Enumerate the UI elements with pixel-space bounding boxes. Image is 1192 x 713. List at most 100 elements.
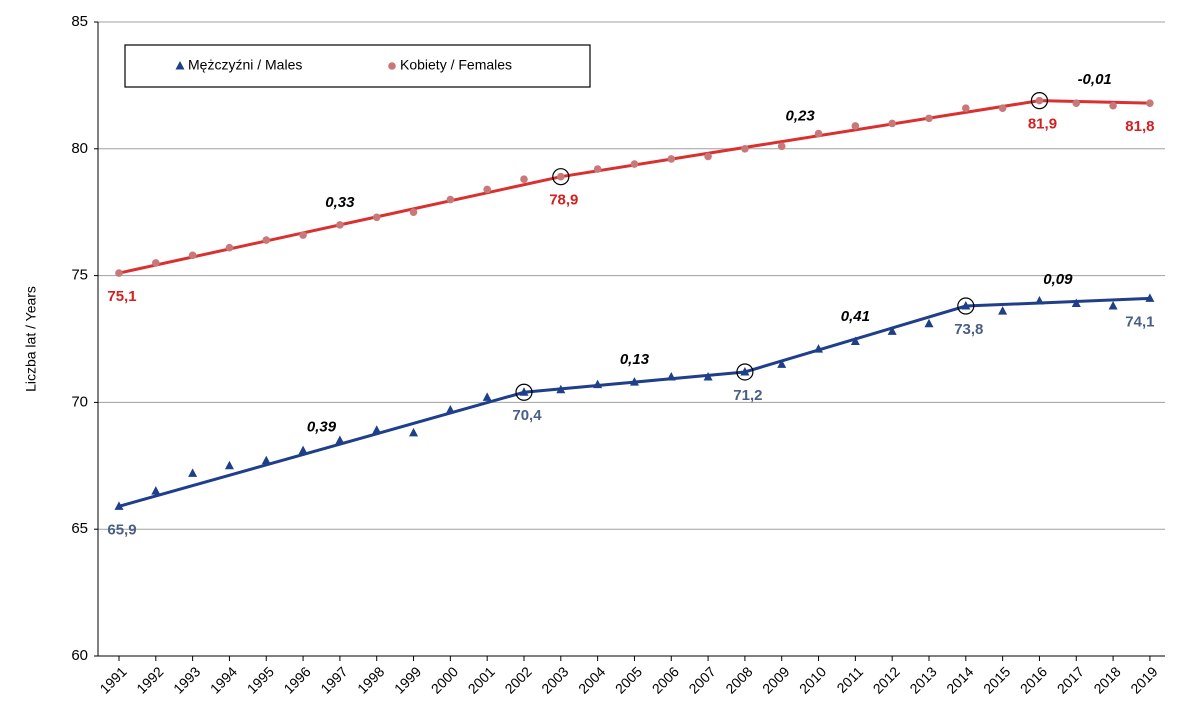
value-label: 81,9 [1028,116,1057,133]
highlight-circle [736,363,754,381]
highlight-circle [957,297,975,315]
slope-label: 0,09 [1043,271,1073,288]
legend-label: Mężczyźni / Males [188,57,302,73]
marker [667,155,676,163]
marker [850,336,860,346]
x-tick-label: 2017 [1054,663,1087,696]
marker [629,377,639,386]
marker [1035,96,1044,105]
marker [520,175,528,184]
x-tick-label: 1994 [207,663,240,696]
y-tick-label: 75 [71,267,88,284]
marker [152,259,160,267]
x-tick-label: 1996 [280,663,313,696]
y-tick-label: 70 [71,393,88,410]
marker [777,359,787,368]
x-tick-label: 2014 [943,663,976,696]
marker [188,251,197,260]
x-tick-label: 2009 [759,663,792,696]
marker [851,122,860,130]
marker [703,372,713,381]
marker [924,318,934,328]
marker [372,425,382,434]
marker [1108,301,1118,310]
legend-marker [175,61,185,70]
marker [224,460,234,470]
marker [962,104,970,113]
x-tick-label: 2003 [538,663,571,696]
highlight-circle [1030,92,1049,110]
y-tick-label: 60 [71,647,88,664]
x-tick-label: 1991 [96,663,129,696]
marker [814,129,823,138]
value-label: 65,9 [107,521,136,538]
marker [887,326,897,335]
marker [519,387,529,396]
marker [262,236,271,244]
marker [409,427,419,437]
slope-label: 0,13 [620,351,650,368]
value-label: 70,4 [512,407,542,424]
y-tick-label: 85 [71,13,88,30]
legend-marker [388,62,396,70]
y-tick-label: 65 [71,520,88,537]
value-label: 71,2 [733,387,762,404]
marker [998,104,1007,113]
marker [1034,295,1044,305]
x-tick-label: 2006 [649,663,682,696]
slope-label: 0,41 [841,308,870,325]
slope-label: 0,33 [325,194,355,211]
marker [1146,99,1154,107]
marker [925,114,933,123]
x-tick-label: 1999 [391,663,424,696]
value-label: 73,8 [954,321,983,338]
legend-label: Kobiety / Females [400,57,512,73]
legend-box [124,44,591,88]
slope-label: 0,23 [786,108,816,125]
x-tick-label: 2001 [465,663,498,696]
marker [961,301,971,310]
x-tick-label: 1997 [317,663,350,696]
marker [261,455,271,465]
marker [225,243,234,252]
marker [666,372,676,381]
marker [335,435,345,444]
slope-label: 0,39 [307,418,337,435]
marker [630,160,639,168]
value-label: 75,1 [107,288,136,305]
x-tick-label: 2002 [501,663,534,696]
marker [556,384,566,394]
highlight-circle [552,168,570,186]
marker [740,366,750,376]
x-tick-label: 2000 [428,663,461,696]
marker [446,195,455,204]
marker [593,165,602,173]
x-tick-label: 2010 [796,663,829,696]
x-tick-label: 2007 [685,663,718,696]
x-tick-label: 2015 [980,663,1013,696]
marker [1109,101,1117,110]
marker [888,119,896,128]
marker [704,152,712,161]
marker [593,379,603,389]
marker [115,269,123,277]
x-tick-label: 2011 [833,663,866,696]
x-tick-label: 2008 [722,663,755,696]
x-tick-label: 1995 [244,663,277,696]
x-tick-label: 2012 [870,663,903,696]
x-tick-label: 2019 [1127,663,1160,696]
value-label: 81,8 [1125,118,1154,135]
marker [1145,293,1155,302]
marker [298,445,308,455]
marker [445,405,455,414]
x-tick-label: 1992 [133,663,166,696]
marker [409,208,418,216]
y-tick-label: 80 [71,140,88,157]
marker [998,306,1008,315]
highlight-circle [515,383,533,401]
marker [483,185,491,194]
x-tick-label: 2005 [612,663,645,696]
slope-label: -0,01 [1078,71,1112,88]
marker [114,501,124,510]
marker [814,344,824,353]
